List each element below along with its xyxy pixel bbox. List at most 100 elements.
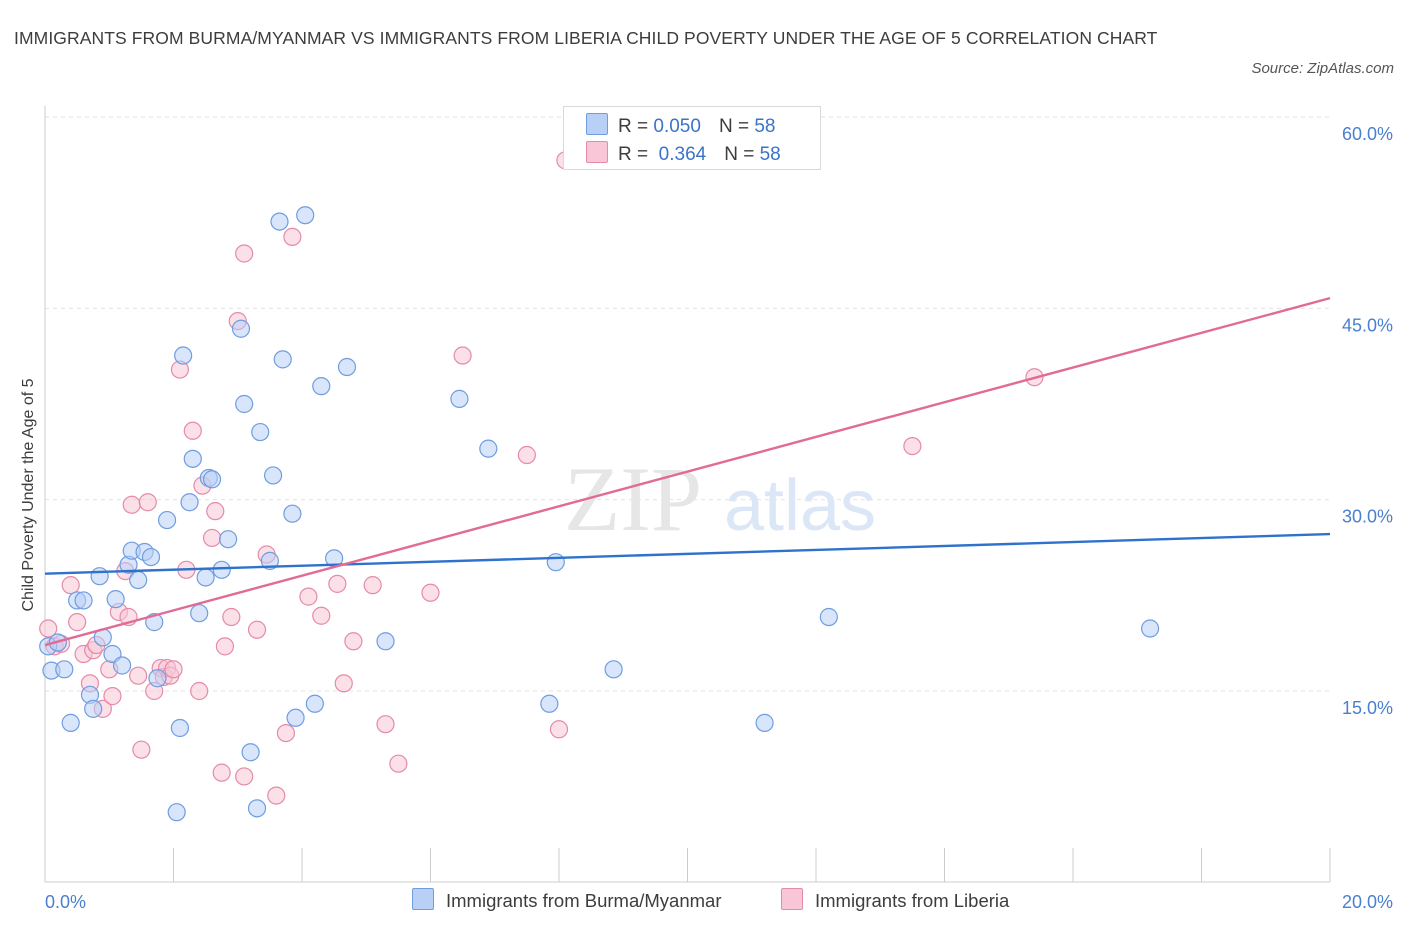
liberia-point (283, 227, 302, 247)
liberia-point (334, 674, 353, 693)
burma-point (546, 553, 565, 572)
r-value: 0.050 (653, 116, 701, 137)
y-tick-label: 45.0% (1342, 315, 1393, 335)
liberia-point (129, 666, 148, 685)
legend-row-liberia: R = 0.364 N = 58 (586, 141, 781, 165)
liberia-point (202, 528, 222, 548)
burma-point (180, 493, 199, 512)
liberia-point (376, 715, 395, 734)
burma-point (202, 470, 222, 489)
burma-point (540, 694, 559, 713)
liberia-point (103, 687, 122, 706)
legend-item-burma: Immigrants from Burma/Myanmar (412, 888, 722, 912)
r-label: R = (618, 116, 649, 137)
x-tick-labels: 0.0% 20.0% (45, 892, 1393, 912)
burma-point (90, 567, 109, 586)
liberia-point (222, 607, 241, 627)
n-value: 58 (754, 116, 776, 137)
burma-swatch (586, 113, 608, 135)
burma-point (755, 713, 774, 732)
burma-trend-line (44, 532, 1331, 575)
burma-point (196, 568, 215, 587)
burma-point (61, 713, 80, 732)
y-tick-label: 15.0% (1342, 698, 1393, 718)
liberia-point (212, 763, 231, 782)
watermark: ZIP atlas (564, 448, 876, 550)
burma-point (1140, 619, 1160, 638)
burma-point (129, 570, 148, 590)
source-label: Source: ZipAtlas.com (1251, 60, 1394, 77)
y-axis-label: Child Poverty Under the Age of 5 (20, 378, 37, 611)
liberia-point (903, 436, 922, 456)
burma-point (260, 551, 279, 570)
burma-point (286, 708, 305, 727)
liberia-point (235, 767, 254, 786)
y-tick-label: 60.0% (1342, 124, 1393, 144)
burma-point (376, 632, 395, 651)
burma-point (55, 660, 74, 679)
burma-legend-label: Immigrants from Burma/Myanmar (446, 890, 722, 911)
liberia-point (299, 587, 318, 606)
burma-point (312, 377, 331, 396)
liberia-swatch (586, 141, 608, 163)
r-value: 0.364 (658, 144, 707, 165)
legend-row-burma: R = 0.050 N = 58 (586, 113, 775, 137)
liberia-point (328, 574, 347, 593)
burma-legend-swatch (412, 888, 434, 910)
burma-point (106, 590, 125, 609)
burma-point (479, 439, 498, 458)
burma-point (337, 357, 357, 377)
liberia-point (206, 502, 225, 521)
n-value: 58 (759, 144, 781, 165)
liberia-point (389, 754, 408, 773)
liberia-point (164, 660, 183, 679)
burma-point (167, 803, 186, 822)
burma-point (84, 699, 103, 718)
burma-point (190, 604, 209, 623)
liberia-point (39, 619, 58, 638)
burma-point (235, 394, 254, 414)
y-tick-label: 30.0% (1342, 507, 1393, 527)
liberia-point (190, 681, 209, 701)
liberia-point (312, 606, 331, 625)
liberia-point (215, 637, 234, 656)
burma-point (212, 560, 231, 579)
liberia-point (517, 445, 536, 465)
series-legend: Immigrants from Burma/Myanmar Immigrants… (0, 888, 1406, 916)
burma-point (263, 466, 283, 485)
burma-point (148, 669, 167, 688)
liberia-legend-swatch (781, 888, 803, 910)
burma-point (174, 346, 193, 365)
burma-point (247, 799, 267, 818)
burma-point (231, 319, 251, 338)
liberia-point (549, 720, 569, 739)
burma-point (604, 660, 623, 679)
liberia-point (453, 346, 472, 365)
burma-point (283, 504, 302, 523)
burma-point (170, 718, 190, 738)
burma-point (819, 607, 838, 627)
liberia-point (363, 576, 382, 595)
burma-point (241, 743, 260, 762)
burma-point (112, 656, 132, 675)
liberia-point (61, 576, 80, 595)
legend-item-liberia: Immigrants from Liberia (781, 888, 1009, 912)
liberia-point (247, 620, 267, 639)
axes (44, 106, 1331, 883)
burma-point (450, 389, 469, 408)
x-tick-label: 20.0% (1342, 892, 1393, 912)
burma-point (74, 591, 93, 610)
trend-lines (44, 296, 1331, 647)
burma-point (219, 530, 238, 549)
liberia-point (68, 613, 87, 632)
burma-point (270, 212, 289, 231)
liberia-point (421, 583, 440, 602)
x-tick-label: 0.0% (45, 892, 86, 912)
burma-point (273, 350, 292, 369)
burma-point (183, 449, 202, 468)
liberia-point (344, 632, 363, 651)
liberia-point (235, 244, 254, 263)
liberia-legend-label: Immigrants from Liberia (815, 890, 1010, 911)
watermark-atlas: atlas (724, 466, 876, 546)
